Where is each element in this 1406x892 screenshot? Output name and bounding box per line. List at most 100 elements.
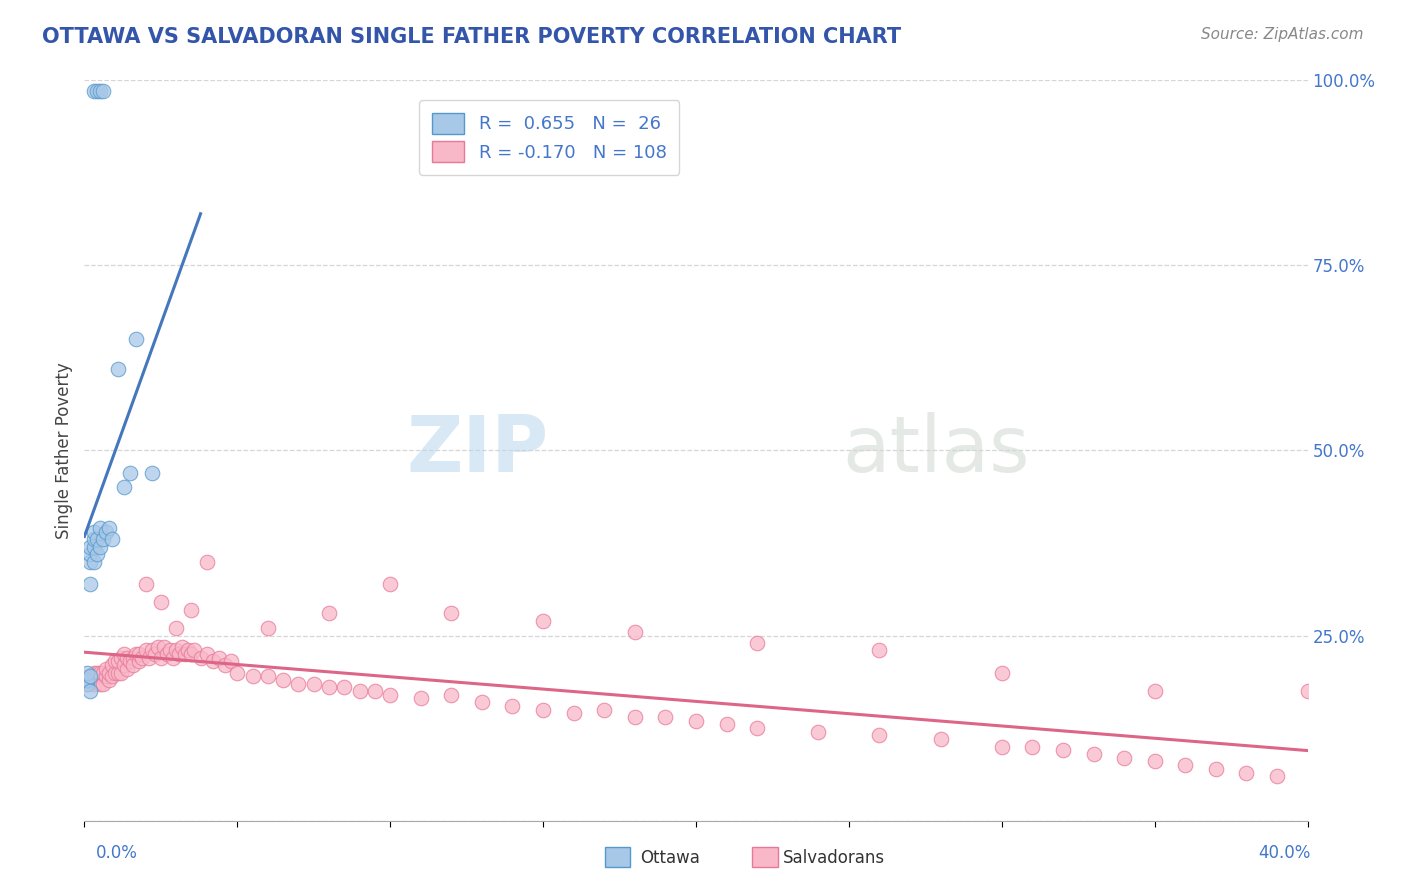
Point: [79, 547, 101, 561]
Point: [807, 724, 830, 739]
Point: [97, 673, 120, 687]
Point: [97, 521, 120, 535]
Point: [156, 647, 179, 661]
Point: [89, 665, 111, 680]
Point: [1296, 684, 1319, 698]
Point: [1174, 758, 1197, 772]
Point: [1052, 743, 1074, 757]
Point: [190, 650, 212, 665]
Point: [141, 466, 163, 480]
Point: [180, 647, 202, 661]
Point: [183, 643, 205, 657]
Point: [318, 681, 340, 695]
Text: Ottawa: Ottawa: [640, 849, 700, 867]
Point: [208, 650, 231, 665]
Point: [318, 607, 340, 621]
Point: [257, 621, 280, 635]
Point: [83, 533, 105, 547]
Point: [141, 643, 163, 657]
Point: [440, 688, 463, 702]
Text: 40.0%: 40.0%: [1258, 844, 1310, 862]
Point: [79, 669, 101, 683]
Point: [380, 688, 402, 702]
Point: [79, 555, 101, 569]
Point: [138, 650, 160, 665]
Point: [409, 691, 432, 706]
Point: [94, 524, 117, 539]
Point: [333, 681, 356, 695]
Point: [287, 676, 309, 690]
Point: [1083, 747, 1105, 761]
Point: [86, 547, 108, 561]
Point: [97, 665, 120, 680]
Point: [101, 533, 124, 547]
Point: [107, 655, 129, 669]
Point: [91, 533, 114, 547]
Point: [83, 676, 105, 690]
Point: [83, 665, 105, 680]
Point: [79, 540, 101, 554]
Point: [89, 521, 111, 535]
Point: [869, 729, 891, 743]
Point: [79, 669, 101, 683]
Point: [716, 717, 738, 731]
Point: [1265, 769, 1288, 783]
Point: [1143, 684, 1166, 698]
Point: [91, 665, 114, 680]
Point: [149, 650, 172, 665]
Point: [115, 650, 138, 665]
Point: [125, 647, 148, 661]
Point: [112, 480, 135, 494]
Point: [167, 647, 190, 661]
Point: [165, 621, 187, 635]
Point: [1205, 762, 1227, 776]
Y-axis label: Single Father Poverty: Single Father Poverty: [55, 362, 73, 539]
Point: [177, 643, 200, 657]
Point: [76, 676, 98, 690]
Point: [1143, 755, 1166, 769]
Point: [83, 84, 105, 98]
Point: [83, 555, 105, 569]
Point: [747, 636, 769, 650]
Point: [1114, 750, 1136, 764]
Point: [180, 602, 202, 616]
Point: [110, 665, 132, 680]
Point: [502, 698, 524, 713]
Point: [83, 524, 105, 539]
Point: [112, 658, 135, 673]
Point: [159, 643, 181, 657]
Point: [562, 706, 585, 721]
Text: Salvadorans: Salvadorans: [783, 849, 886, 867]
Point: [135, 576, 157, 591]
Point: [257, 669, 280, 683]
Point: [226, 665, 249, 680]
Point: [83, 540, 105, 554]
Point: [112, 647, 135, 661]
Point: [1021, 739, 1043, 754]
Point: [219, 655, 242, 669]
Text: OTTAWA VS SALVADORAN SINGLE FATHER POVERTY CORRELATION CHART: OTTAWA VS SALVADORAN SINGLE FATHER POVER…: [42, 27, 901, 46]
Text: ZIP: ZIP: [406, 412, 550, 489]
Point: [120, 655, 142, 669]
Point: [86, 84, 108, 98]
Point: [89, 676, 111, 690]
Point: [271, 673, 294, 687]
Point: [149, 595, 172, 609]
Point: [94, 669, 117, 683]
Point: [101, 669, 124, 683]
Point: [143, 647, 166, 661]
Point: [1236, 765, 1258, 780]
Point: [76, 676, 98, 690]
Point: [302, 676, 325, 690]
Point: [747, 721, 769, 735]
Point: [91, 676, 114, 690]
Point: [79, 684, 101, 698]
Point: [654, 710, 676, 724]
Point: [593, 703, 616, 717]
Point: [76, 665, 98, 680]
Legend: R =  0.655   N =  26, R = -0.170   N = 108: R = 0.655 N = 26, R = -0.170 N = 108: [419, 101, 679, 175]
Point: [195, 647, 218, 661]
Text: 0.0%: 0.0%: [96, 844, 138, 862]
Point: [162, 650, 184, 665]
Point: [91, 84, 114, 98]
